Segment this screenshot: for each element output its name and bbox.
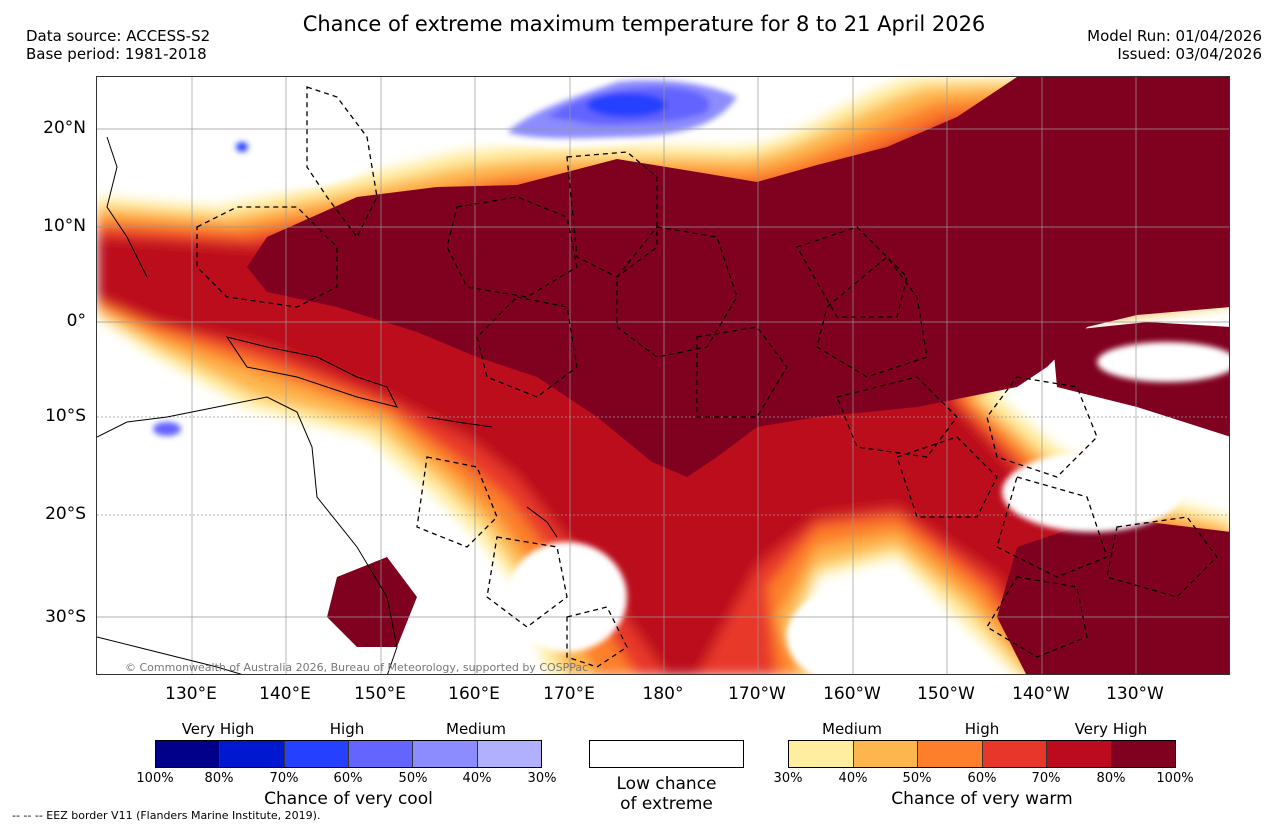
warm-swatch xyxy=(982,741,1047,767)
low-chance-line1: Low chance xyxy=(616,774,717,794)
warm-swatch xyxy=(1111,741,1175,767)
low-chance-line2: of extreme xyxy=(620,794,713,814)
warm-swatch xyxy=(789,741,854,767)
lon-label-160e: 160°E xyxy=(448,684,500,704)
cool-tick: 70% xyxy=(269,771,299,786)
data-source: Data source: ACCESS-S2 xyxy=(26,27,211,45)
lon-label-130w: 130°W xyxy=(1106,684,1164,704)
cool-tick: 60% xyxy=(333,771,363,786)
lat-label-10s: 10°S xyxy=(45,406,86,426)
cool-tick: 30% xyxy=(527,771,557,786)
cool-tick: 80% xyxy=(204,771,234,786)
low-patch-equator-east xyxy=(1097,342,1229,382)
warm-tick: 50% xyxy=(902,771,932,786)
lon-label-150e: 150°E xyxy=(354,684,406,704)
header-left: Data source: ACCESS-S2 Base period: 1981… xyxy=(26,27,210,63)
warm-tick: 80% xyxy=(1096,771,1126,786)
warm-tick: 100% xyxy=(1156,771,1194,786)
low-patch-east xyxy=(1002,452,1182,532)
coastlines xyxy=(97,136,558,674)
warm-swatch xyxy=(853,741,918,767)
cool-swatch xyxy=(413,741,478,767)
very-warm-southwest xyxy=(327,557,417,647)
cool-swatch xyxy=(477,741,541,767)
cool-tick: 50% xyxy=(398,771,428,786)
lon-label-140e: 140°E xyxy=(259,684,311,704)
low-patch-australia xyxy=(167,477,327,557)
cool-level-medium: Medium xyxy=(446,720,506,738)
cool-shading xyxy=(153,80,737,436)
header-right: Model Run: 01/04/2026 Issued: 03/04/2026 xyxy=(1087,27,1262,63)
lat-label-30s: 30°S xyxy=(45,607,86,627)
model-run: Model Run: 01/04/2026 xyxy=(1087,27,1262,45)
lon-label-130e: 130°E xyxy=(165,684,217,704)
very-warm-southeast xyxy=(997,517,1229,674)
low-patch-south xyxy=(787,587,927,674)
very-warm-core xyxy=(247,77,1229,477)
lon-label-140w: 140°W xyxy=(1012,684,1070,704)
cool-level-very-high: Very High xyxy=(181,720,255,738)
warm-level-high: High xyxy=(964,720,1000,738)
warm-caption: Chance of very warm xyxy=(891,789,1073,809)
cool-swatch xyxy=(156,741,221,767)
graticule xyxy=(97,77,1229,674)
eez-borders xyxy=(196,86,1218,668)
low-chance-swatch xyxy=(589,740,744,768)
cool-level-high: High xyxy=(329,720,365,738)
forecast-map: © Commonwealth of Australia 2026, Bureau… xyxy=(96,76,1230,675)
warm-tick: 40% xyxy=(838,771,868,786)
warm-tick: 30% xyxy=(773,771,803,786)
lon-label-160w: 160°W xyxy=(823,684,881,704)
eez-note: -- -- -- EEZ border V11 (Flanders Marine… xyxy=(12,809,321,822)
lat-label-equator: 0° xyxy=(66,311,86,331)
cool-caption: Chance of very cool xyxy=(264,789,433,809)
low-patch-north xyxy=(207,87,387,187)
warm-tick: 60% xyxy=(967,771,997,786)
cool-colorbar xyxy=(155,740,542,768)
map-title: Chance of extreme maximum temperature fo… xyxy=(302,12,986,36)
warm-level-very-high: Very High xyxy=(1074,720,1148,738)
lat-label-20s: 20°S xyxy=(45,504,86,524)
lon-label-170w: 170°W xyxy=(728,684,786,704)
copyright-credit: © Commonwealth of Australia 2026, Bureau… xyxy=(125,661,589,674)
lon-label-180: 180° xyxy=(642,684,684,704)
lat-label-10n: 10°N xyxy=(43,216,86,236)
low-chance-caption: Low chance of extreme xyxy=(589,774,744,814)
cool-swatch xyxy=(348,741,414,767)
cool-swatch xyxy=(284,741,349,767)
cool-swatch xyxy=(220,741,285,767)
lon-label-170e: 170°E xyxy=(543,684,595,704)
lat-label-20n: 20°N xyxy=(43,118,86,138)
lon-label-150w: 150°W xyxy=(917,684,975,704)
warm-swatch xyxy=(1047,741,1112,767)
warm-tick: 70% xyxy=(1031,771,1061,786)
cool-tick: 100% xyxy=(136,771,174,786)
issued-date: Issued: 03/04/2026 xyxy=(1117,45,1262,63)
map-canvas xyxy=(97,77,1229,674)
base-period: Base period: 1981-2018 xyxy=(26,45,207,63)
cool-tick: 40% xyxy=(462,771,492,786)
warm-level-medium: Medium xyxy=(822,720,882,738)
warm-swatch xyxy=(918,741,983,767)
warm-colorbar xyxy=(788,740,1176,768)
